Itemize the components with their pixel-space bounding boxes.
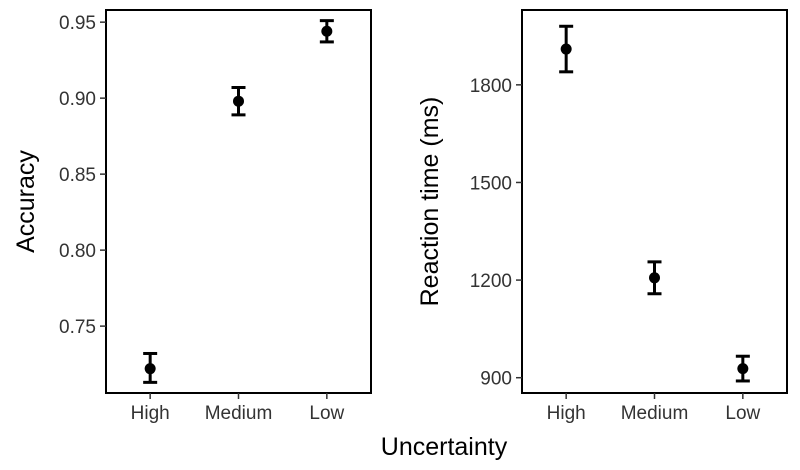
accuracy-y-tick-label: 0.85 — [59, 165, 96, 186]
reaction-time-point-medium — [649, 272, 660, 284]
reaction-time-point-low — [737, 363, 749, 375]
accuracy-point-low — [321, 25, 333, 37]
reaction-time-y-tick-label: 900 — [480, 369, 512, 390]
reaction-time-panel-border — [521, 9, 788, 394]
reaction-time-x-tick-label-medium: Medium — [621, 403, 689, 424]
reaction-time-panel: 900 1200 1500 1800 High Medium Low Reaction tim… — [416, 9, 788, 424]
accuracy-y-tick-label: 0.90 — [59, 89, 96, 110]
accuracy-panel: 0.75 0.80 0.85 0.90 0.95 High Medium Low Accurac… — [12, 9, 372, 424]
reaction-time-y-tick-label: 1500 — [470, 173, 512, 194]
accuracy-y-tick-label: 0.75 — [59, 317, 96, 338]
accuracy-y-tick-label: 0.80 — [59, 241, 96, 262]
accuracy-panel-border — [105, 9, 372, 394]
accuracy-point-high — [144, 363, 156, 375]
reaction-time-x-tick-label-high: High — [547, 403, 586, 424]
reaction-time-point-high — [560, 43, 572, 55]
accuracy-x-tick-label-low: Low — [309, 403, 344, 424]
accuracy-x-tick-label-high: High — [131, 403, 170, 424]
accuracy-y-axis-title: Accuracy — [12, 150, 40, 253]
shared-x-axis-title: Uncertainty — [381, 433, 508, 461]
reaction-time-x-tick-label-low: Low — [725, 403, 760, 424]
reaction-time-y-axis-title: Reaction time (ms) — [416, 97, 444, 307]
accuracy-point-medium — [233, 95, 244, 107]
accuracy-x-tick-label-medium: Medium — [205, 403, 273, 424]
accuracy-y-tick-label: 0.95 — [59, 13, 96, 34]
reaction-time-y-tick-label: 1200 — [470, 271, 512, 292]
reaction-time-y-tick-label: 1800 — [470, 76, 512, 97]
